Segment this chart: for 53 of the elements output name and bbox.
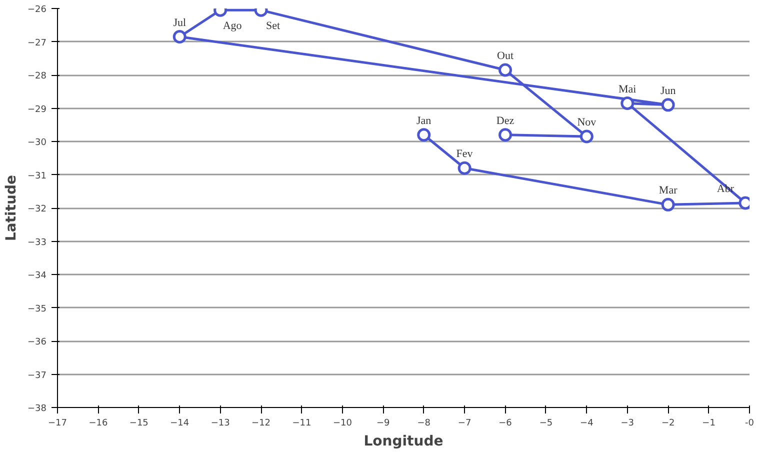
y-tick-label: −29 xyxy=(28,104,47,115)
annotation: Jan xyxy=(416,114,432,127)
x-tick-label: −15 xyxy=(129,418,148,428)
x-tick-label: −16 xyxy=(88,418,108,428)
point xyxy=(417,128,431,142)
y-tick-label: −35 xyxy=(28,304,47,314)
x-tick-label: −4 xyxy=(580,418,594,428)
x-tick-label: −1 xyxy=(702,418,716,428)
point xyxy=(661,198,675,212)
annotation: Jul xyxy=(173,16,186,29)
y-tick-label: −32 xyxy=(28,204,47,214)
y-tick-label: −26 xyxy=(28,5,47,15)
y-tick-label: −31 xyxy=(28,171,47,182)
annotation: Mar xyxy=(658,184,678,197)
x-tick-label: -0 xyxy=(745,418,754,428)
annotation: Out xyxy=(497,50,514,62)
x-tick-label: −17 xyxy=(48,418,68,428)
point xyxy=(580,130,594,144)
y-axis-title: Latitude xyxy=(4,174,20,242)
point xyxy=(498,63,512,77)
annotation: Dez xyxy=(496,114,514,127)
x-tick-label: −13 xyxy=(210,418,230,428)
y-tick-label: −34 xyxy=(28,271,47,281)
x-tick-label: −3 xyxy=(620,418,634,428)
y-tick-label: −38 xyxy=(28,404,47,414)
annotation: Mai xyxy=(618,83,636,96)
annotation: Jun xyxy=(660,84,676,97)
x-tick-label: −2 xyxy=(661,418,675,428)
annotation: Ago xyxy=(222,20,242,32)
x-axis-title: Longitude xyxy=(364,434,444,450)
point xyxy=(498,128,512,142)
x-tick-label: −10 xyxy=(332,418,352,428)
y-tick-label: −33 xyxy=(28,238,47,248)
point xyxy=(458,161,472,175)
x-tick-label: −11 xyxy=(292,418,312,428)
y-tick-label: −28 xyxy=(28,72,47,82)
y-tick-label: −30 xyxy=(28,138,47,148)
annotation: Set xyxy=(266,20,280,32)
point xyxy=(620,96,634,110)
x-tick-label: −7 xyxy=(458,418,472,428)
x-tick-label: −6 xyxy=(498,418,512,428)
x-tick-label: −9 xyxy=(376,418,390,428)
x-tick-label: −12 xyxy=(252,418,271,428)
annotation: Fev xyxy=(456,148,474,160)
y-tick-label: −36 xyxy=(28,338,47,348)
point xyxy=(172,30,186,44)
annotation: Nov xyxy=(577,116,597,129)
x-tick-label: −8 xyxy=(417,418,431,428)
x-tick-label: −5 xyxy=(539,418,553,428)
y-tick-label: −37 xyxy=(28,370,47,381)
x-tick-label: −14 xyxy=(170,418,190,428)
y-tick-label: −27 xyxy=(28,38,47,48)
point xyxy=(661,98,675,112)
